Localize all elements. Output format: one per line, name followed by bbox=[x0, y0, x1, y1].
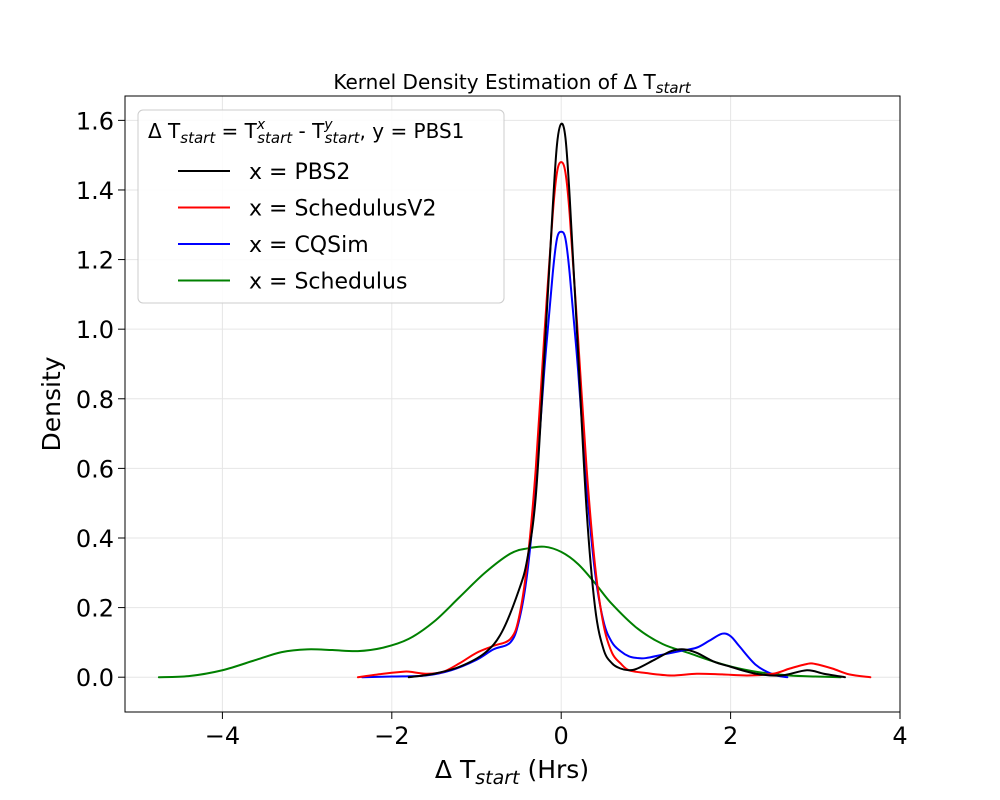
series-layer bbox=[157, 122, 872, 679]
y-tick-label: 0.2 bbox=[76, 595, 114, 623]
y-tick-label: 1.6 bbox=[76, 107, 114, 135]
legend-label: x = PBS2 bbox=[249, 160, 350, 185]
chart-title: Kernel Density Estimation of Δ Tstart bbox=[333, 70, 691, 97]
legend-box bbox=[137, 109, 505, 304]
plot-frame bbox=[124, 95, 901, 713]
series-line-schedulus bbox=[157, 545, 842, 679]
legend-label: x = SchedulusV2 bbox=[249, 197, 436, 222]
y-tick-label: 0.0 bbox=[76, 664, 114, 692]
x-axis-ticks: −4 −2 0 2 4 bbox=[205, 712, 908, 750]
y-tick-label: 0.8 bbox=[76, 386, 114, 414]
series-line-pbs2 bbox=[407, 122, 846, 679]
legend: Δ Tstart = Tx start - Ty start, y = PBS1 x… bbox=[137, 109, 505, 304]
y-tick-label: 0.6 bbox=[76, 455, 114, 483]
legend-label: x = Schedulus bbox=[249, 270, 407, 295]
x-tick-label: −2 bbox=[374, 722, 409, 750]
y-axis-label: Density bbox=[37, 356, 66, 451]
x-tick-label: −4 bbox=[205, 722, 240, 750]
legend-title: Δ Tstart = Tx start - Ty start, y = PBS1 bbox=[148, 117, 464, 147]
x-tick-label: 4 bbox=[892, 722, 907, 750]
x-tick-label: 2 bbox=[723, 722, 738, 750]
legend-label: x = CQSim bbox=[249, 233, 369, 258]
legend-entries: x = PBS2 x = SchedulusV2 x = CQSim x = Sche… bbox=[178, 160, 436, 295]
x-tick-label: 0 bbox=[554, 722, 569, 750]
y-axis-ticks: 0.0 0.2 0.4 0.6 0.8 1.0 1.2 1.4 1.6 bbox=[76, 107, 125, 692]
x-axis-label: Δ Tstart (Hrs) bbox=[435, 755, 589, 789]
y-tick-label: 1.2 bbox=[76, 247, 114, 275]
y-tick-label: 1.0 bbox=[76, 316, 114, 344]
y-tick-label: 0.4 bbox=[76, 525, 114, 553]
y-tick-label: 1.4 bbox=[76, 177, 114, 205]
